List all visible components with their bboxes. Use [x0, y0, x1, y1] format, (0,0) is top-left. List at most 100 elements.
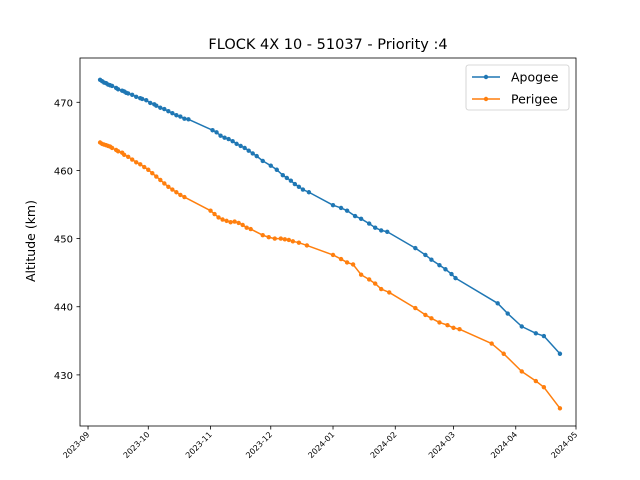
- data-point-perigee: [489, 341, 494, 346]
- data-point-apogee: [222, 135, 227, 140]
- data-point-perigee: [358, 272, 364, 277]
- data-point-perigee: [557, 406, 563, 411]
- data-point-perigee: [282, 237, 288, 242]
- data-point-perigee: [236, 220, 241, 226]
- data-point-perigee: [125, 154, 131, 160]
- data-point-apogee: [140, 96, 145, 102]
- legend-marker-perigee: [483, 96, 489, 102]
- data-point-perigee: [138, 162, 143, 167]
- data-point-apogee: [246, 148, 251, 153]
- chart-title: FLOCK 4X 10 - 51037 - Priority :4: [208, 37, 447, 53]
- data-point-apogee: [300, 187, 306, 192]
- data-point-apogee: [330, 203, 336, 208]
- data-point-perigee: [146, 167, 151, 172]
- data-point-apogee: [292, 181, 298, 187]
- data-point-apogee: [557, 351, 563, 356]
- data-point-apogee: [443, 267, 448, 272]
- data-point-apogee: [268, 163, 273, 168]
- data-point-perigee: [290, 239, 296, 244]
- data-point-perigee: [304, 243, 310, 248]
- axes-frame: [79, 57, 577, 427]
- data-point-perigee: [182, 194, 187, 200]
- data-point-perigee: [338, 256, 344, 262]
- legend-marker-apogee: [483, 74, 489, 80]
- data-point-perigee: [379, 286, 384, 292]
- data-point-apogee: [423, 252, 428, 258]
- data-point-perigee: [445, 322, 450, 328]
- data-point-apogee: [148, 100, 153, 106]
- data-point-perigee: [413, 305, 418, 311]
- data-point-apogee: [238, 143, 243, 149]
- data-point-apogee: [234, 141, 239, 147]
- data-point-perigee: [519, 369, 524, 374]
- data-point-perigee: [266, 235, 271, 240]
- y-tick-label: 430: [54, 371, 73, 382]
- data-point-apogee: [214, 130, 219, 135]
- data-point-apogee: [254, 153, 259, 159]
- y-tick-label: 450: [54, 235, 73, 246]
- data-point-apogee: [358, 216, 364, 222]
- data-point-apogee: [495, 301, 500, 306]
- data-point-apogee: [210, 128, 215, 133]
- data-point-perigee: [150, 170, 155, 176]
- data-point-apogee: [449, 271, 454, 277]
- legend-label-apogee: Apogee: [511, 70, 559, 85]
- data-point-perigee: [286, 237, 292, 243]
- data-point-perigee: [158, 177, 163, 183]
- data-point-perigee: [501, 351, 506, 356]
- data-point-apogee: [413, 245, 418, 251]
- data-point-apogee: [284, 175, 290, 181]
- data-point-apogee: [260, 158, 265, 164]
- data-point-perigee: [260, 232, 265, 238]
- data-point-apogee: [230, 138, 235, 144]
- data-point-perigee: [166, 184, 171, 189]
- data-point-apogee: [296, 184, 302, 189]
- legend-label-perigee: Perigee: [511, 92, 558, 107]
- series-perigee: [97, 140, 563, 411]
- data-point-apogee: [306, 190, 312, 195]
- data-point-apogee: [182, 116, 187, 121]
- data-point-perigee: [212, 211, 217, 217]
- data-point-apogee: [130, 92, 135, 98]
- data-point-apogee: [144, 98, 149, 103]
- data-point-apogee: [170, 111, 175, 116]
- data-point-perigee: [134, 160, 139, 165]
- data-point-perigee: [330, 252, 336, 258]
- data-point-apogee: [519, 324, 524, 329]
- data-point-perigee: [174, 190, 179, 195]
- data-point-perigee: [533, 378, 539, 384]
- data-point-perigee: [115, 149, 121, 154]
- data-point-perigee: [142, 164, 147, 170]
- data-point-apogee: [158, 105, 163, 110]
- data-point-perigee: [208, 208, 213, 213]
- data-point-apogee: [154, 103, 159, 108]
- y-tick-label: 440: [54, 303, 73, 314]
- data-point-apogee: [372, 225, 378, 230]
- data-point-apogee: [288, 178, 294, 183]
- data-point-perigee: [372, 281, 378, 286]
- data-point-apogee: [280, 173, 286, 178]
- data-point-apogee: [186, 117, 191, 122]
- data-point-perigee: [244, 225, 249, 230]
- data-point-apogee: [125, 91, 131, 96]
- data-point-apogee: [274, 167, 279, 172]
- data-point-perigee: [423, 312, 428, 318]
- data-point-perigee: [130, 157, 135, 162]
- data-point-perigee: [228, 220, 233, 225]
- data-point-apogee: [385, 229, 390, 234]
- data-point-perigee: [154, 174, 159, 179]
- data-point-apogee: [134, 94, 139, 100]
- data-point-perigee: [178, 192, 183, 198]
- data-point-apogee: [533, 331, 539, 336]
- data-point-perigee: [232, 219, 237, 224]
- data-point-apogee: [178, 114, 183, 119]
- data-point-perigee: [451, 325, 456, 331]
- data-point-apogee: [166, 108, 171, 114]
- data-point-apogee: [218, 133, 223, 138]
- data-point-perigee: [366, 277, 372, 282]
- data-point-apogee: [338, 205, 344, 211]
- data-point-apogee: [453, 275, 458, 281]
- data-point-perigee: [170, 187, 175, 192]
- data-point-perigee: [429, 316, 434, 321]
